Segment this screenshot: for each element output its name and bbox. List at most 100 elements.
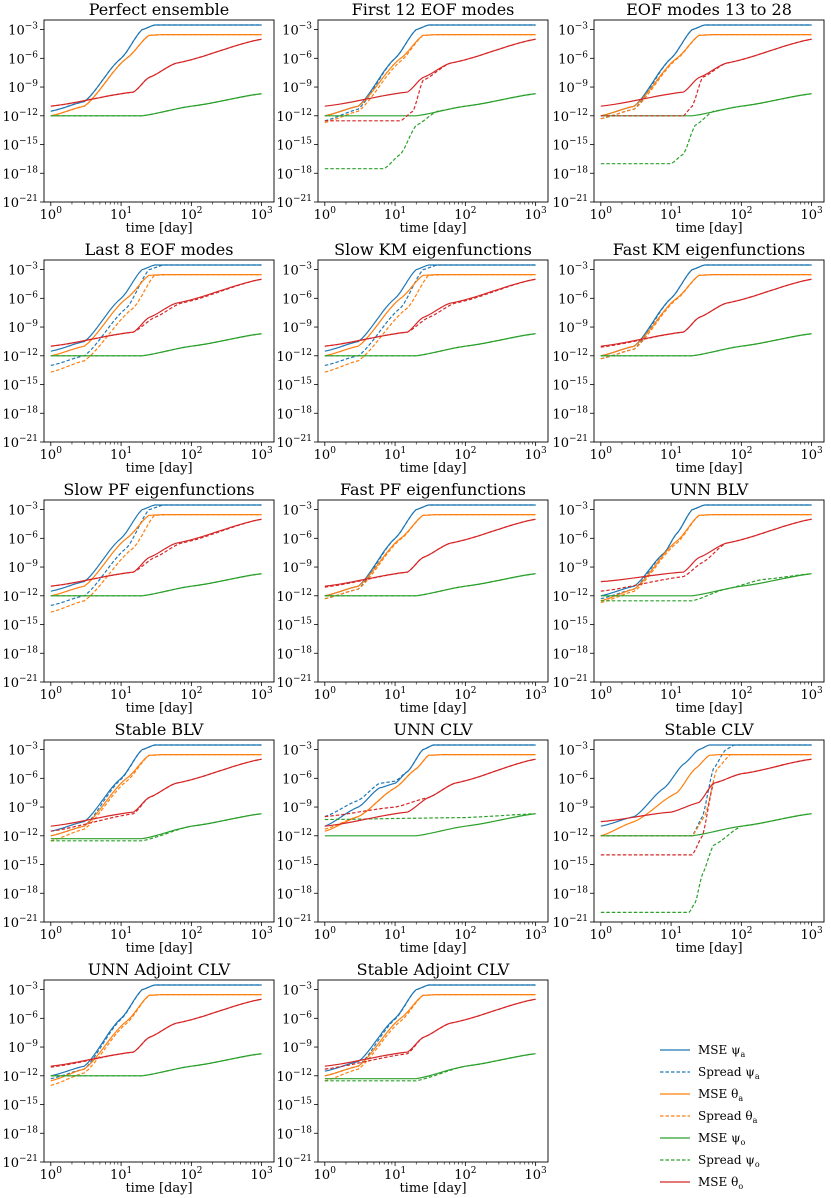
series-line-mse-psi-a xyxy=(50,984,262,1077)
y-tick-label: 10−12 xyxy=(552,108,588,125)
y-tick-label: 10−9 xyxy=(8,79,38,96)
y-tick-label: 10−3 xyxy=(282,22,312,39)
x-tick-label: 102 xyxy=(730,446,752,463)
y-tick-label: 10−9 xyxy=(558,559,588,576)
y-tick-label: 10−18 xyxy=(2,405,38,422)
series-line-mse-psi-a xyxy=(600,24,812,117)
axes-frame xyxy=(317,19,549,203)
panel-stable-blv: Stable BLV 10−21 10−18 10−15 10−12 10−9 10−6 10… xyxy=(2,720,275,956)
y-tick-label: 10−21 xyxy=(276,194,312,211)
series-line-mse-psi-a xyxy=(324,504,536,597)
series-line-spread-theta-o xyxy=(600,518,812,592)
y-tick-label: 10−21 xyxy=(276,434,312,451)
x-tick-label: 102 xyxy=(454,686,476,703)
legend-label-mse_theta_o: MSE θo xyxy=(698,1175,743,1191)
x-tick-label: 100 xyxy=(40,446,63,463)
x-tick-label: 101 xyxy=(110,926,132,943)
x-axis-label: time [day] xyxy=(399,941,466,956)
x-tick-label: 102 xyxy=(180,206,202,223)
series-line-spread-psi-o xyxy=(50,573,262,597)
legend-label-mse_psi_a: MSE ψa xyxy=(698,1043,746,1059)
series-line-mse-psi-o xyxy=(50,93,262,117)
y-tick-label: 10−18 xyxy=(2,1125,38,1142)
series-line-spread-theta-a xyxy=(50,994,262,1086)
x-axis-label: time [day] xyxy=(125,1181,192,1196)
y-tick-label: 10−18 xyxy=(276,885,312,902)
series-line-spread-theta-a xyxy=(600,754,812,837)
series-line-mse-psi-a xyxy=(600,504,812,597)
series-line-spread-theta-a xyxy=(50,34,262,117)
series-group xyxy=(324,744,536,837)
axes-frame xyxy=(593,19,825,203)
series-line-spread-theta-a xyxy=(324,274,536,373)
x-tick-label: 101 xyxy=(384,446,406,463)
panel-fast-pf-eigenfunctions: Fast PF eigenfunctions 10−21 10−18 10−15 10−… xyxy=(276,480,549,716)
axes-frame xyxy=(317,499,549,683)
panel-last-8-eof-modes: Last 8 EOF modes 10−21 10−18 10−15 10−12 10−9… xyxy=(2,240,275,476)
x-tick-label: 101 xyxy=(384,926,406,943)
series-line-spread-psi-a xyxy=(600,504,812,600)
x-tick-label: 103 xyxy=(250,686,273,703)
x-tick-label: 101 xyxy=(660,926,682,943)
series-group xyxy=(324,24,536,170)
legend-label-mse_psi_o: MSE ψo xyxy=(698,1131,746,1147)
series-group xyxy=(50,264,262,373)
x-tick-label: 103 xyxy=(524,446,547,463)
x-axis-label: time [day] xyxy=(399,701,466,716)
series-line-mse-psi-o xyxy=(50,333,262,357)
series-line-spread-psi-o xyxy=(324,573,536,597)
series-line-mse-theta-o xyxy=(324,758,536,827)
series-line-spread-theta-a xyxy=(324,514,536,600)
series-line-mse-psi-o xyxy=(324,93,536,117)
series-line-spread-psi-a xyxy=(50,264,262,366)
series-line-spread-psi-o xyxy=(50,1053,262,1077)
x-tick-label: 101 xyxy=(110,1166,132,1183)
x-tick-label: 100 xyxy=(314,686,337,703)
x-axis-label: time [day] xyxy=(125,941,192,956)
x-axis-label: time [day] xyxy=(125,701,192,716)
y-tick-label: 10−3 xyxy=(558,22,588,39)
series-line-mse-theta-a xyxy=(324,274,536,357)
series-line-spread-psi-o xyxy=(600,333,812,357)
y-tick-label: 10−6 xyxy=(282,290,312,307)
y-tick-label: 10−12 xyxy=(276,348,312,365)
y-tick-label: 10−21 xyxy=(276,674,312,691)
series-line-spread-psi-o xyxy=(324,333,536,357)
series-line-spread-psi-a xyxy=(50,504,262,606)
series-line-mse-psi-o xyxy=(50,1053,262,1077)
series-line-mse-theta-o xyxy=(50,518,262,587)
series-line-spread-theta-o xyxy=(600,278,812,348)
y-tick-label: 10−3 xyxy=(558,502,588,519)
y-tick-label: 10−3 xyxy=(8,262,38,279)
series-line-spread-psi-o xyxy=(50,333,262,357)
series-line-mse-theta-o xyxy=(324,278,536,347)
series-line-mse-psi-o xyxy=(324,813,536,837)
x-axis-label: time [day] xyxy=(125,221,192,236)
series-line-spread-theta-o xyxy=(50,38,262,107)
series-group xyxy=(600,24,812,165)
series-line-mse-theta-a xyxy=(600,754,812,837)
y-tick-label: 10−6 xyxy=(282,530,312,547)
y-tick-label: 10−6 xyxy=(8,50,38,67)
y-tick-label: 10−15 xyxy=(552,137,588,154)
y-tick-label: 10−21 xyxy=(276,1154,312,1171)
y-tick-label: 10−6 xyxy=(282,770,312,787)
series-line-mse-theta-a xyxy=(50,274,262,357)
y-tick-label: 10−9 xyxy=(558,319,588,336)
series-line-spread-theta-a xyxy=(50,274,262,373)
panel-title: UNN Adjoint CLV xyxy=(88,960,231,979)
y-tick-label: 10−12 xyxy=(552,588,588,605)
series-line-spread-psi-a xyxy=(600,264,812,360)
series-group xyxy=(324,504,536,600)
y-tick-label: 10−12 xyxy=(276,588,312,605)
series-line-mse-psi-a xyxy=(324,24,536,117)
series-line-spread-theta-a xyxy=(600,34,812,120)
x-axis-label: time [day] xyxy=(399,461,466,476)
series-line-spread-theta-a xyxy=(324,754,536,830)
panel-title: Stable CLV xyxy=(664,720,754,739)
x-tick-label: 103 xyxy=(800,686,823,703)
x-tick-label: 100 xyxy=(40,206,63,223)
y-tick-label: 10−21 xyxy=(552,194,588,211)
y-tick-label: 10−15 xyxy=(2,1097,38,1114)
panel-unn-blv: UNN BLV 10−21 10−18 10−15 10−12 10−9 10−6 10−3 1… xyxy=(552,480,825,716)
